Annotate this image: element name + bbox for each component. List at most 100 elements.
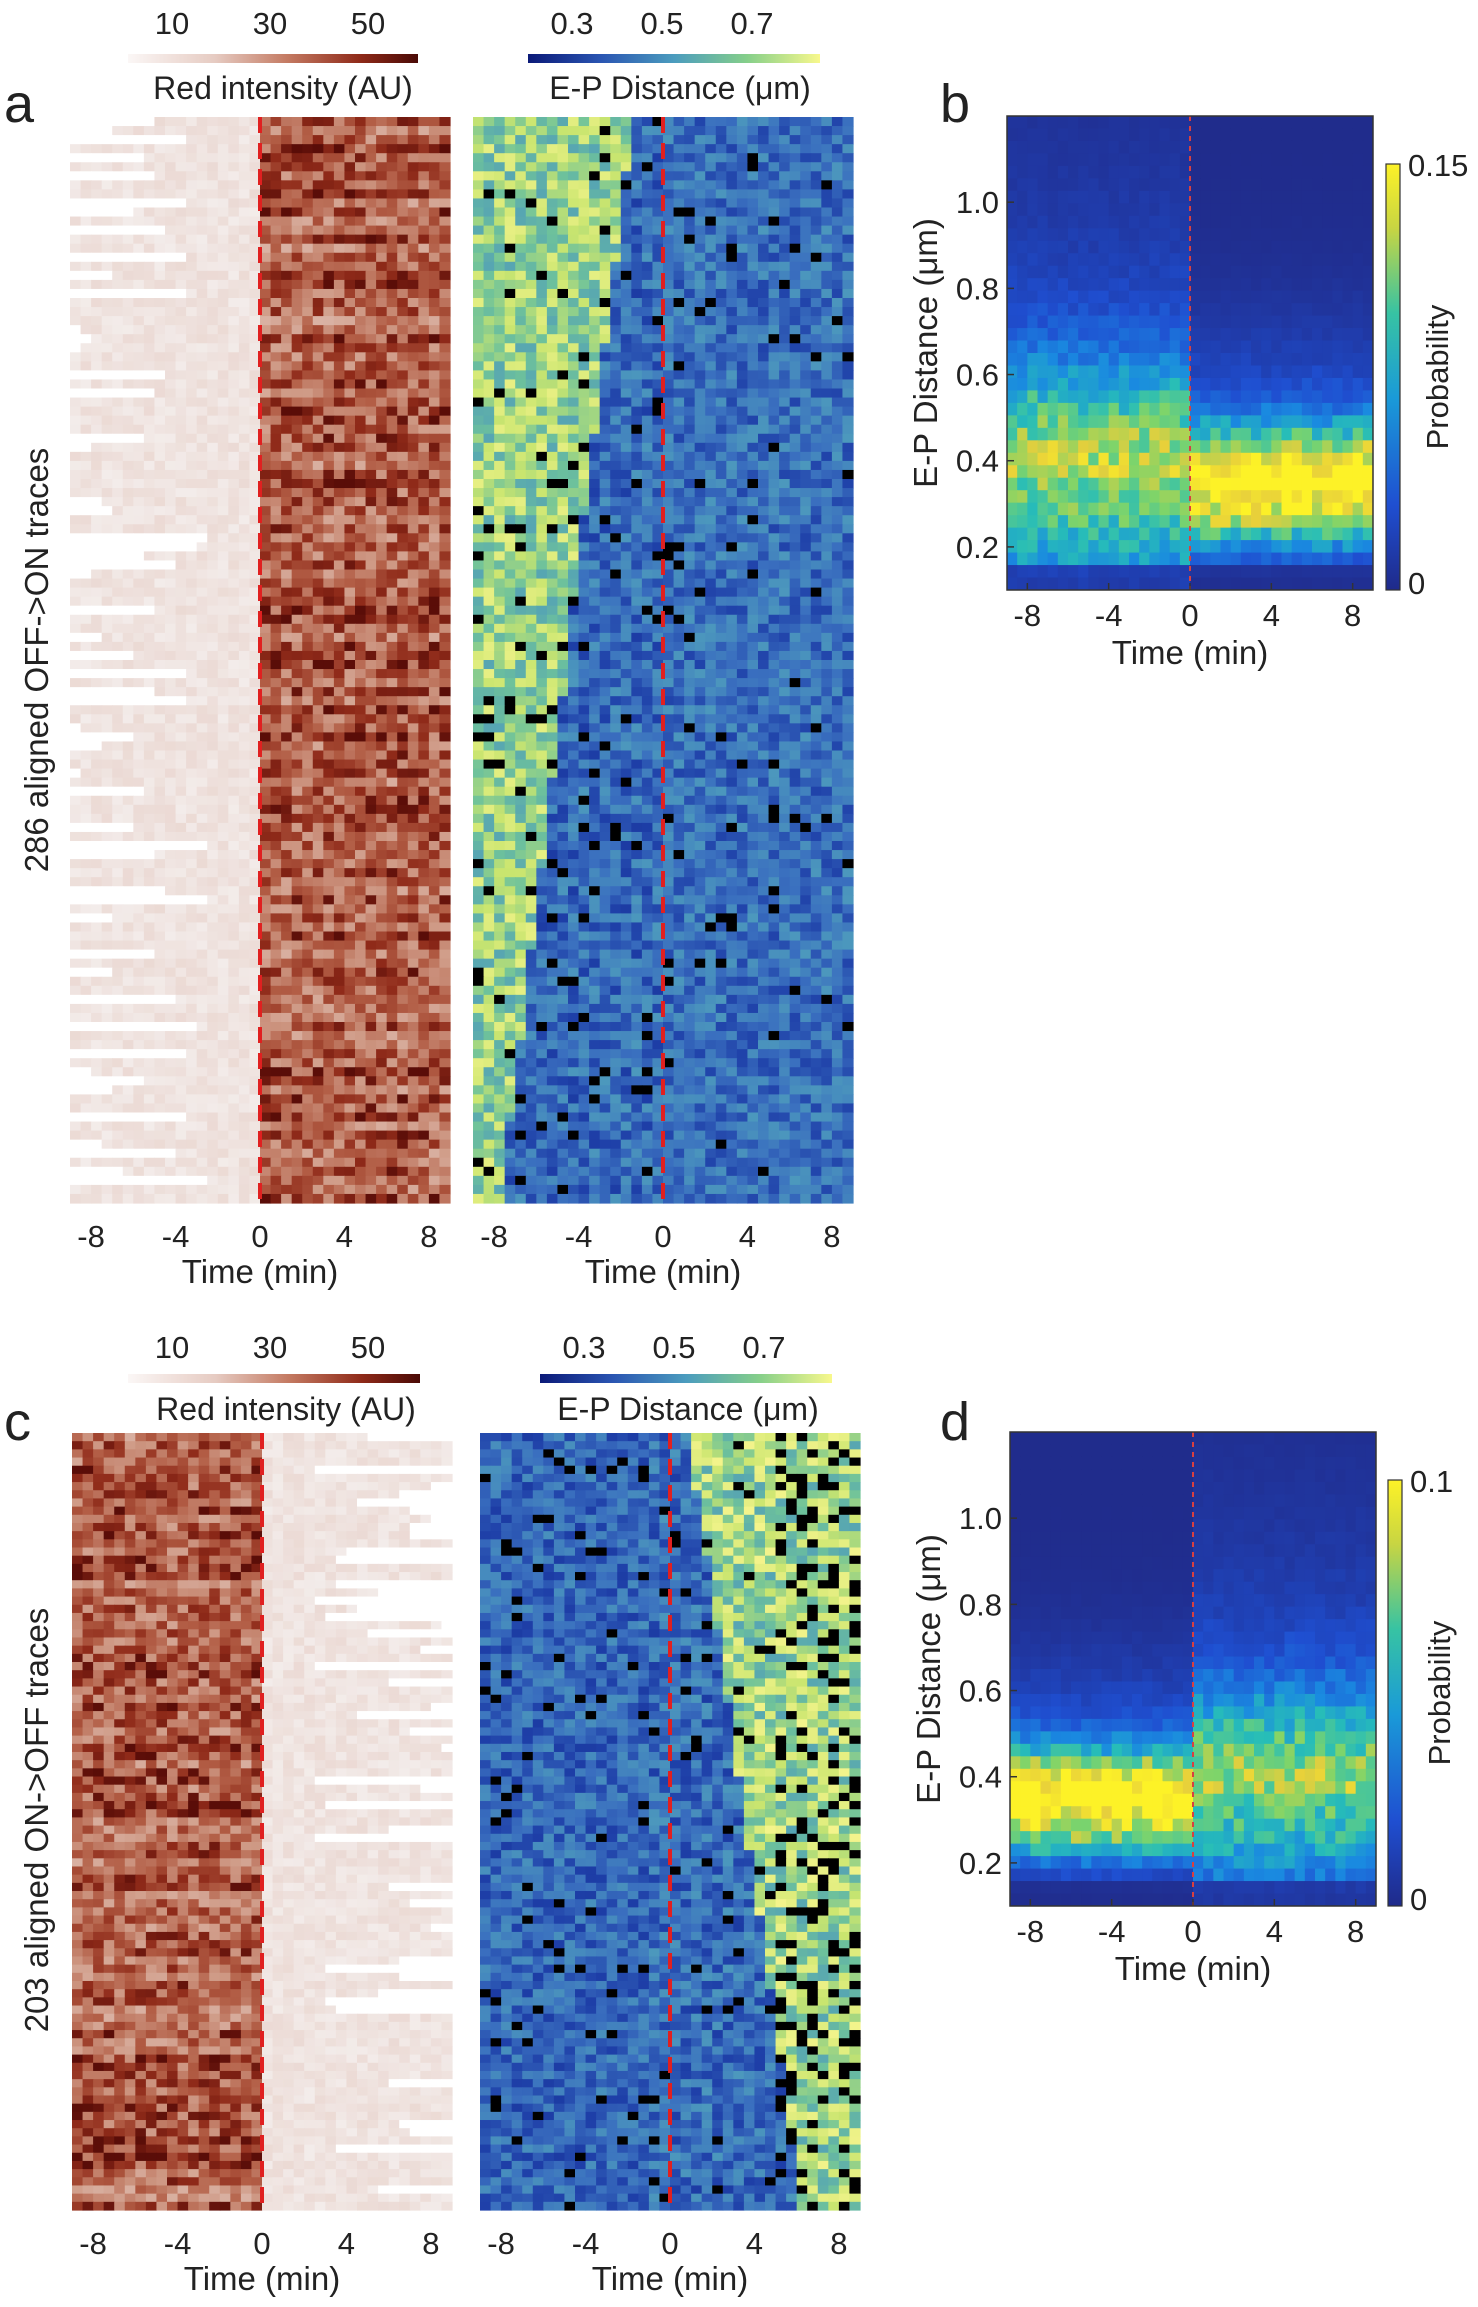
heatmap-cell [186,967,198,978]
heatmap-cell [112,307,124,317]
heatmap-cell [70,243,82,254]
heatmap-cell [217,877,229,887]
heatmap-cell [165,877,177,887]
heatmap-cell [281,949,293,960]
heatmap-cell [515,135,527,145]
heatmap-cell [365,234,377,245]
heatmap-cell [407,1103,419,1114]
heatmap-cell [428,270,441,281]
heatmap-cell [112,578,124,589]
heatmap-cell [143,741,156,752]
heatmap-cell [365,623,377,634]
heatmap-cell [217,524,229,534]
heatmap-cell [249,1184,261,1195]
heatmap-cell [122,279,134,290]
heatmap-cell [418,786,430,797]
heatmap-cell [355,270,367,281]
heatmap-cell [112,361,124,371]
heatmap-cell [101,750,113,761]
heatmap-cell [91,397,103,408]
heatmap-cell [344,967,356,978]
heatmap-cell [217,1031,229,1041]
heatmap-cell [428,994,441,1005]
heatmap-cell [112,714,124,724]
heatmap-cell [154,307,166,317]
heatmap-cell [439,460,451,471]
heatmap-cell [652,198,664,209]
heatmap-cell [386,1067,398,1077]
heatmap-cell [249,904,261,914]
heatmap-cell [112,696,124,706]
heatmap-cell [610,198,622,209]
heatmap-cell [291,985,303,996]
heatmap-cell [376,1058,388,1068]
heatmap-cell [70,1103,82,1114]
heatmap-cell [386,768,398,779]
heatmap-cell [652,234,664,245]
heatmap-cell [397,940,409,951]
heatmap-cell [365,198,377,209]
heatmap-cell [418,850,430,860]
heatmap-cell [473,207,485,218]
heatmap-cell [196,388,208,399]
heatmap-cell [376,1031,388,1041]
heatmap-cell [726,135,738,145]
heatmap-cell [386,379,398,390]
heatmap-cell [91,632,103,643]
heatmap-cell [133,922,145,933]
heatmap-cell [428,967,441,978]
heatmap-cell [821,243,833,254]
heatmap-cell [80,931,92,942]
heatmap-cell [112,334,124,344]
heatmap-cell [386,216,398,227]
heatmap-cell [143,560,156,571]
heatmap-cell [800,180,812,190]
heatmap-cell [365,1184,377,1195]
heatmap-cell [207,288,219,299]
heatmap-cell [800,225,812,236]
heatmap-cell [238,596,251,607]
heatmap-cell [238,488,251,498]
heatmap-cell [641,126,654,136]
heatmap-cell [175,1193,187,1204]
heatmap-cell [302,1112,314,1123]
heatmap-cell [260,252,272,263]
heatmap-cell [418,1067,430,1077]
heatmap-cell [249,415,261,426]
heatmap-cell [302,759,314,770]
heatmap-cell [112,587,124,598]
heatmap-cell [386,1031,398,1041]
heatmap-cell [91,605,103,616]
heatmap-cell [175,596,187,607]
heatmap-cell [333,850,346,860]
heatmap-cell [842,243,854,254]
heatmap-cell [397,967,409,978]
heatmap-cell [312,994,324,1005]
heatmap-cell [589,252,601,263]
heatmap-cell [568,207,580,218]
heatmap-cell [80,632,92,643]
heatmap-cell [175,234,187,245]
heatmap-cell [196,171,208,181]
heatmap-cell [428,479,441,489]
heatmap-cell [291,967,303,978]
heatmap-cell [355,678,367,688]
heatmap-cell [652,162,664,172]
heatmap-cell [418,895,430,905]
heatmap-cell [175,578,187,589]
heatmap-cell [473,135,485,145]
heatmap-cell [323,397,335,408]
heatmap-cell [260,551,272,562]
heatmap-cell [800,189,812,200]
heatmap-cell [407,424,419,435]
heatmap-cell [154,551,166,562]
heatmap-cell [312,632,324,643]
heatmap-cell [228,750,240,761]
heatmap-cell [165,1067,177,1077]
heatmap-cell [196,216,208,227]
heatmap-cell [323,931,335,942]
heatmap-cell [143,913,156,924]
heatmap-cell [323,614,335,625]
heatmap-cell [217,180,229,190]
heatmap-cell [483,171,495,181]
